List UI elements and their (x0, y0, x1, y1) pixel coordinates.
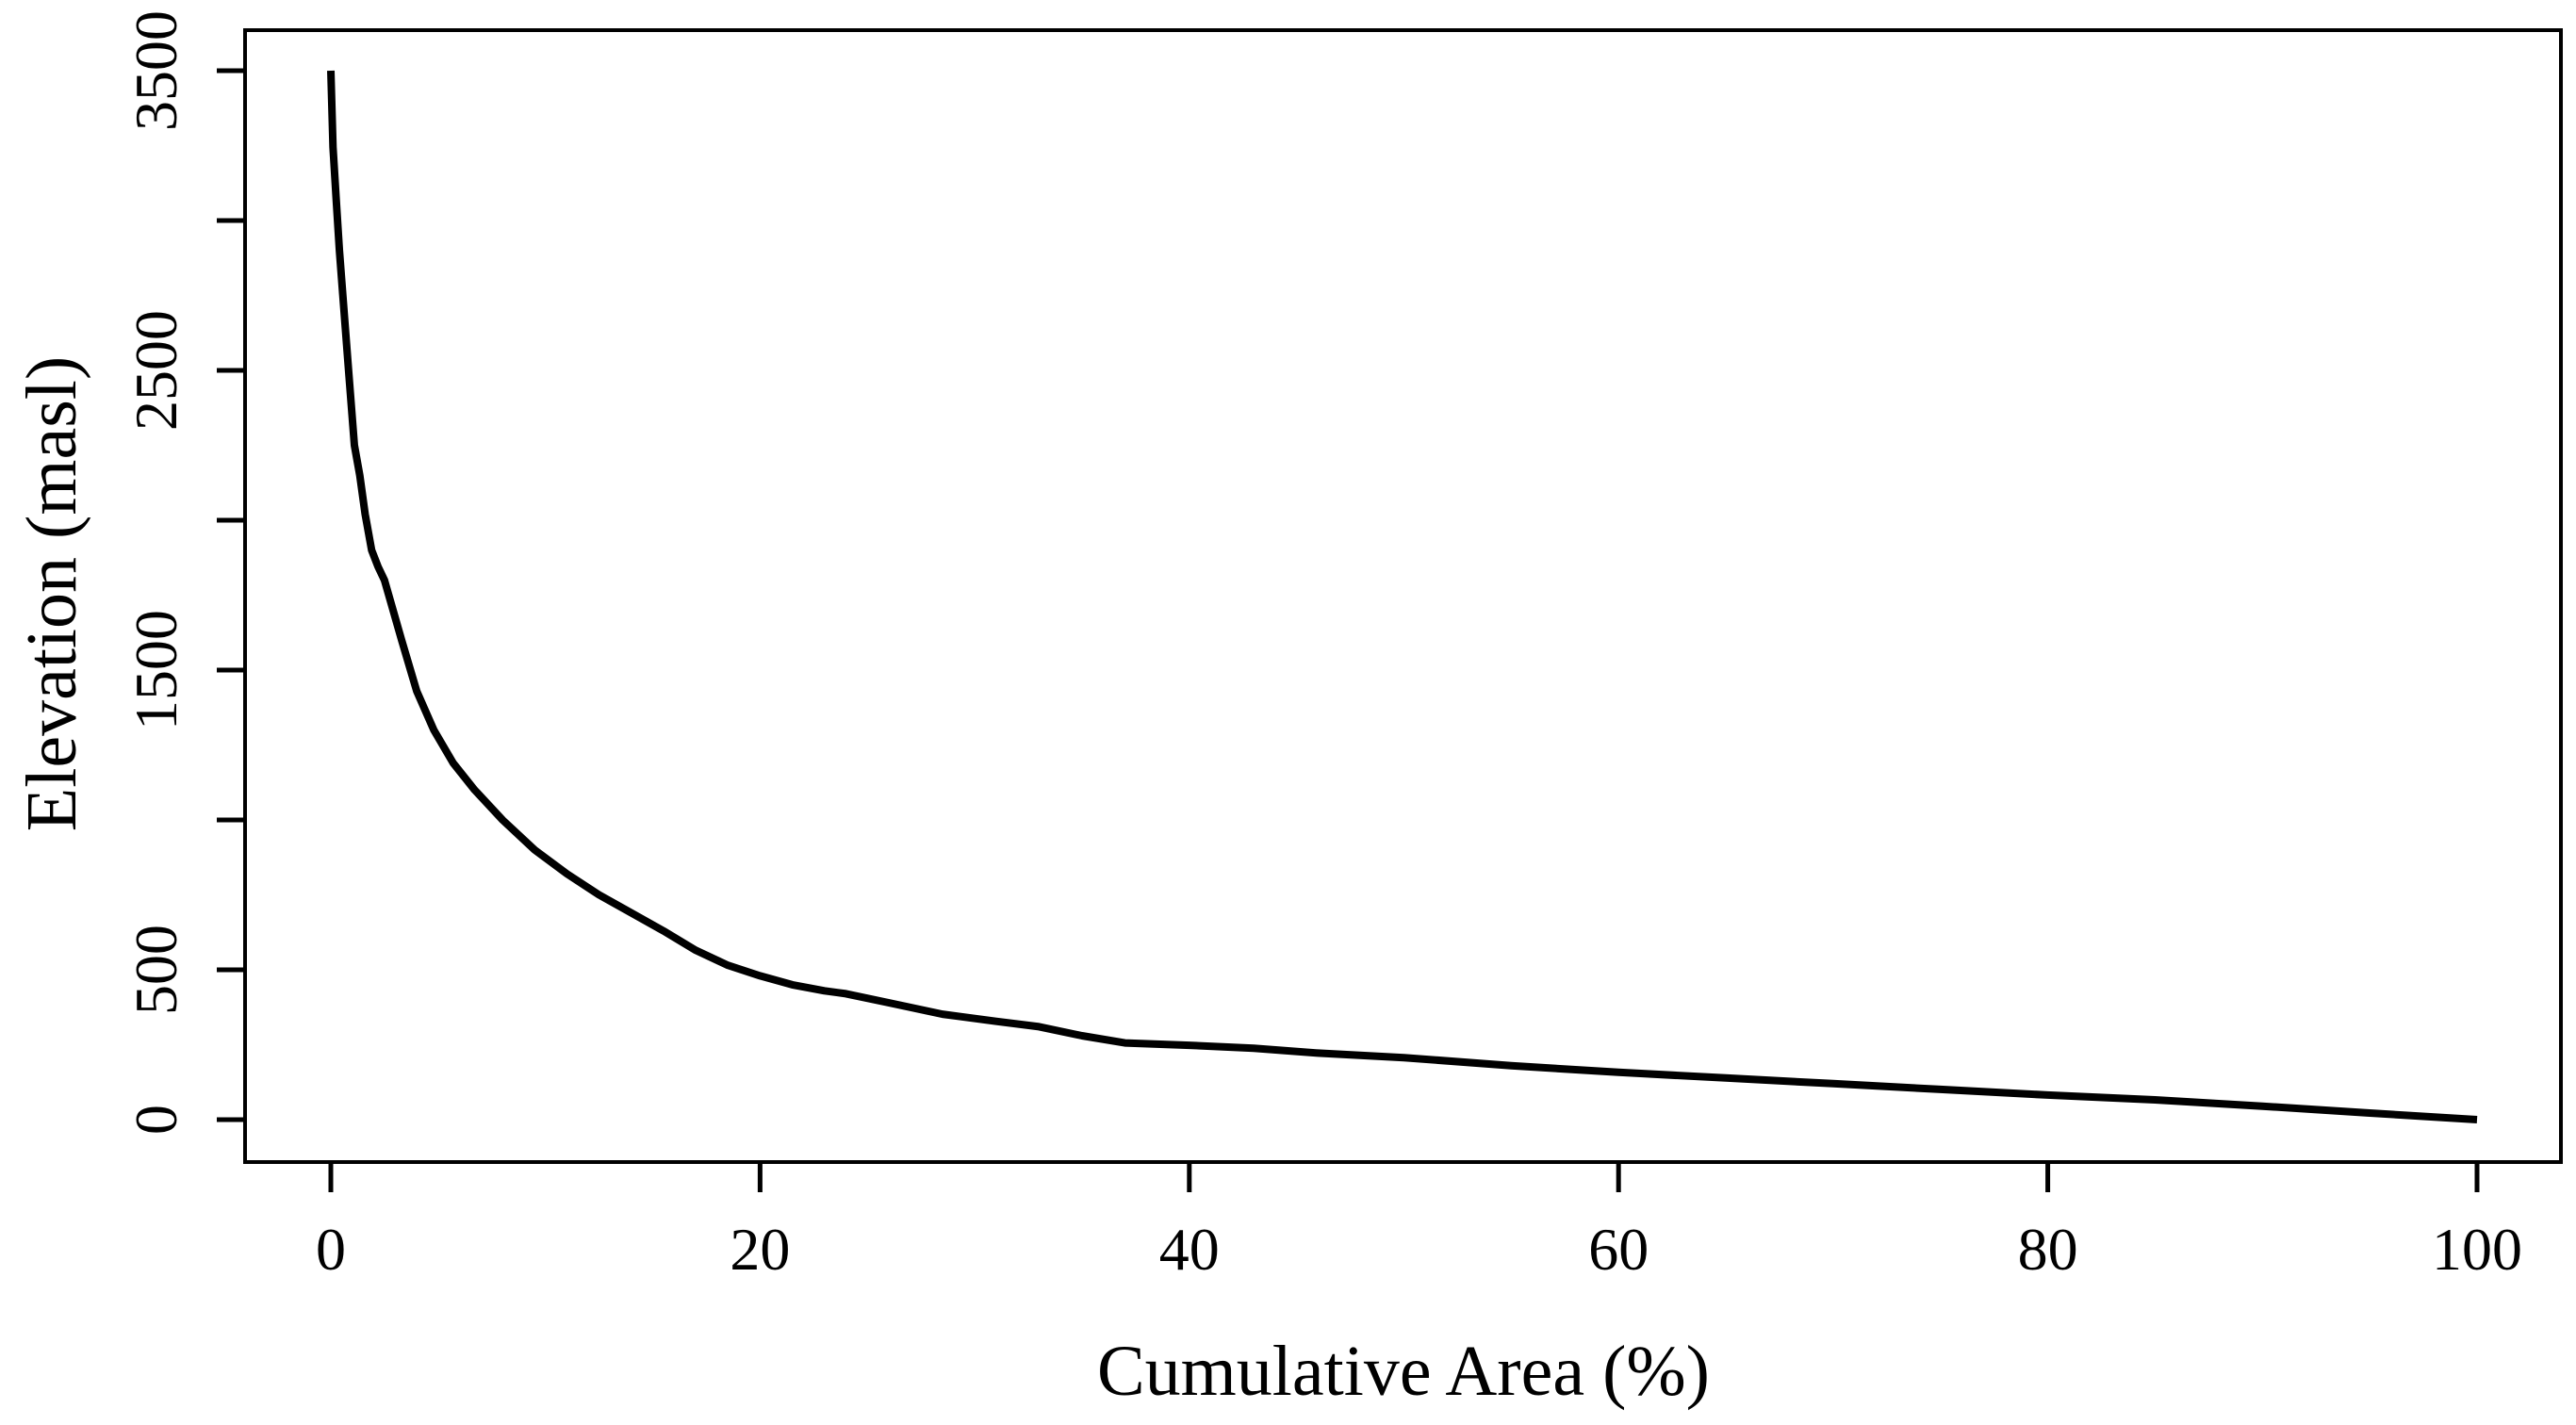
plot-box (243, 28, 2563, 1164)
y-axis: 0 500 1500 2500 3500 (123, 10, 245, 1135)
y-tick-label: 500 (123, 925, 189, 1015)
y-tick-label: 1500 (123, 610, 189, 730)
x-tick-label: 80 (2018, 1216, 2078, 1283)
y-tick-label: 0 (123, 1105, 189, 1135)
y-axis-title: Elevation (masl) (12, 356, 91, 831)
x-tick-label: 60 (1588, 1216, 1649, 1283)
elevation-curve (327, 70, 2478, 1123)
x-tick-label: 0 (316, 1216, 346, 1283)
x-tick-label: 20 (730, 1216, 790, 1283)
x-axis-title: Cumulative Area (%) (1097, 1332, 1710, 1411)
x-tick-label: 100 (2432, 1216, 2522, 1283)
y-tick-label: 3500 (123, 10, 189, 131)
x-tick-label: 40 (1159, 1216, 1220, 1283)
y-tick-label: 2500 (123, 310, 189, 431)
x-axis: 0 20 40 60 80 100 (316, 1162, 2522, 1283)
